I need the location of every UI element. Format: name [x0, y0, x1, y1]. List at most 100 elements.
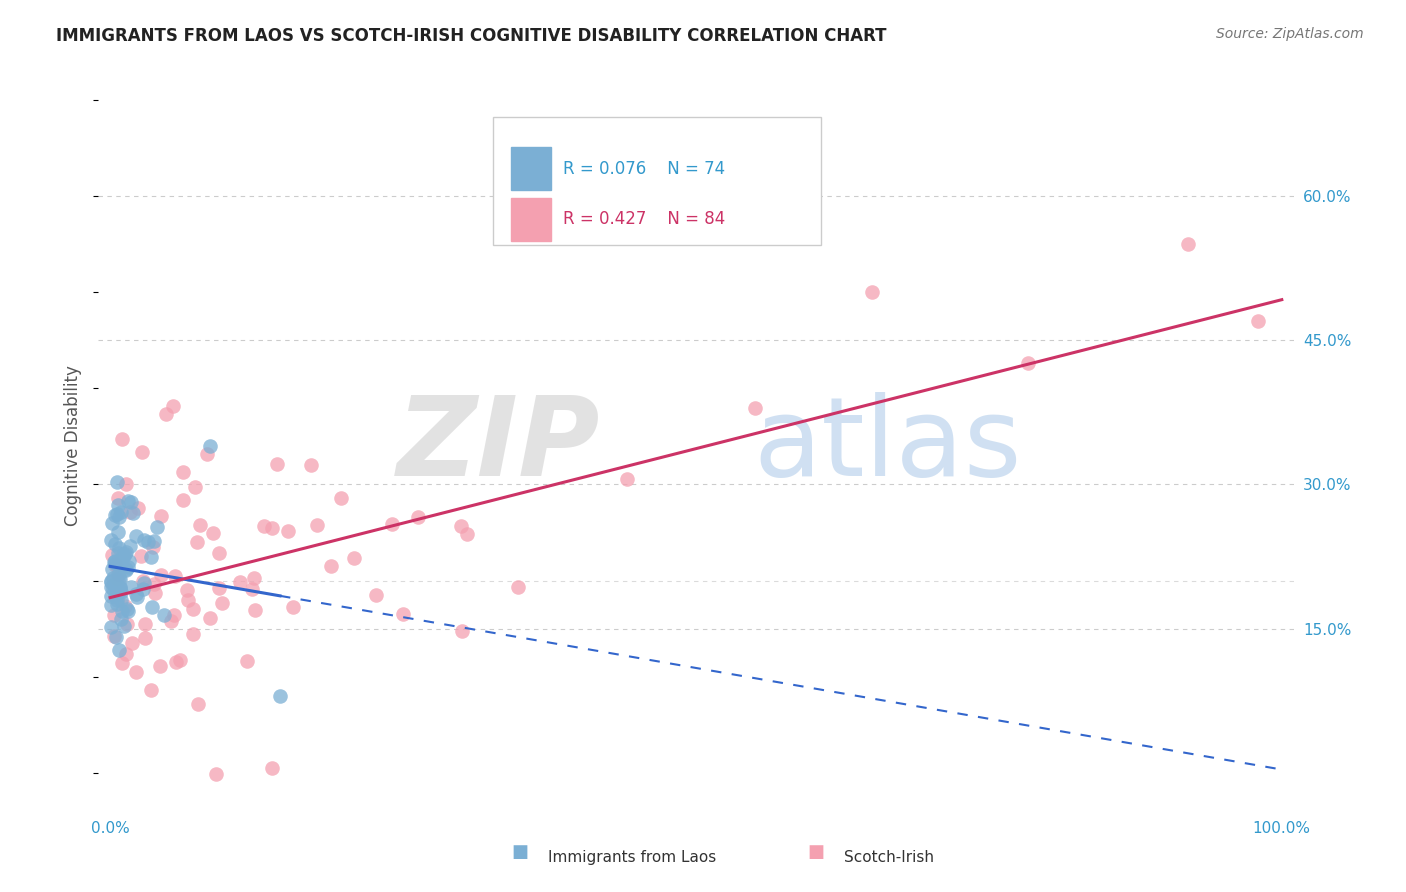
Point — [187, 697, 209, 711]
Point — [112, 619, 135, 633]
Point — [111, 604, 134, 618]
Point — [104, 556, 127, 570]
Point — [132, 574, 155, 588]
Point — [236, 654, 259, 668]
Point — [343, 551, 366, 566]
Point — [110, 584, 132, 599]
Text: ■: ■ — [807, 843, 824, 861]
Point — [364, 588, 387, 602]
Point — [107, 568, 129, 582]
Point — [121, 636, 143, 650]
Point — [125, 665, 148, 679]
Text: R = 0.427    N = 84: R = 0.427 N = 84 — [564, 211, 725, 228]
Point — [152, 608, 174, 623]
Point — [115, 616, 138, 631]
Point — [150, 567, 173, 582]
Point — [150, 508, 173, 523]
Point — [103, 558, 125, 573]
Point — [107, 491, 129, 505]
Point — [107, 498, 129, 512]
Point — [860, 285, 883, 299]
Point — [1247, 314, 1270, 328]
Point — [172, 465, 194, 479]
Point — [114, 544, 136, 558]
Point — [211, 596, 233, 610]
Point — [172, 493, 194, 508]
Point — [125, 587, 148, 601]
Point — [103, 629, 125, 643]
Point — [107, 552, 129, 566]
Point — [101, 516, 124, 531]
Point — [104, 554, 127, 568]
Point — [101, 548, 124, 562]
Point — [242, 571, 264, 585]
Point — [188, 517, 211, 532]
Point — [744, 401, 766, 415]
Point — [262, 761, 284, 775]
Point — [120, 581, 142, 595]
Point — [110, 593, 132, 607]
Point — [104, 590, 127, 604]
Point — [160, 615, 183, 629]
Point — [142, 534, 165, 549]
Point — [115, 647, 138, 661]
Point — [110, 505, 132, 519]
Point — [114, 547, 136, 561]
Point — [111, 656, 134, 670]
Point — [145, 586, 167, 600]
Point — [266, 457, 288, 471]
FancyBboxPatch shape — [494, 117, 821, 244]
Point — [132, 575, 155, 590]
Point — [262, 521, 284, 535]
Point — [107, 643, 129, 657]
Point — [108, 581, 131, 595]
Point — [111, 548, 134, 562]
Point — [163, 608, 186, 623]
Point — [120, 495, 142, 509]
Point — [506, 580, 529, 594]
Point — [103, 578, 125, 592]
Point — [118, 539, 141, 553]
Point — [100, 620, 122, 634]
Point — [108, 572, 131, 586]
Point — [139, 683, 162, 698]
Point — [307, 517, 329, 532]
Point — [134, 632, 156, 646]
Point — [132, 582, 155, 597]
Point — [104, 537, 127, 551]
Point — [381, 516, 404, 531]
FancyBboxPatch shape — [510, 147, 551, 190]
FancyBboxPatch shape — [510, 198, 551, 241]
Point — [205, 767, 228, 781]
Point — [456, 527, 478, 541]
Point — [319, 559, 342, 574]
Text: atlas: atlas — [754, 392, 1021, 500]
Point — [207, 581, 229, 595]
Text: R = 0.076    N = 74: R = 0.076 N = 74 — [564, 160, 725, 178]
Point — [100, 533, 122, 548]
Point — [125, 591, 148, 605]
Point — [132, 533, 155, 547]
Point — [125, 529, 148, 543]
Point — [1177, 236, 1199, 251]
Point — [134, 616, 156, 631]
Point — [103, 508, 125, 522]
Point — [108, 581, 131, 595]
Point — [155, 407, 177, 421]
Point — [616, 472, 638, 486]
Text: Source: ZipAtlas.com: Source: ZipAtlas.com — [1216, 27, 1364, 41]
Point — [107, 525, 129, 540]
Point — [277, 524, 299, 539]
Point — [103, 571, 125, 585]
Point — [450, 519, 472, 533]
Point — [110, 612, 132, 626]
Point — [105, 507, 128, 521]
Point — [197, 447, 219, 461]
Text: ■: ■ — [512, 843, 529, 861]
Point — [117, 494, 139, 508]
Point — [146, 520, 169, 534]
Point — [107, 566, 129, 581]
Point — [105, 572, 128, 586]
Point — [202, 525, 225, 540]
Point — [136, 535, 159, 549]
